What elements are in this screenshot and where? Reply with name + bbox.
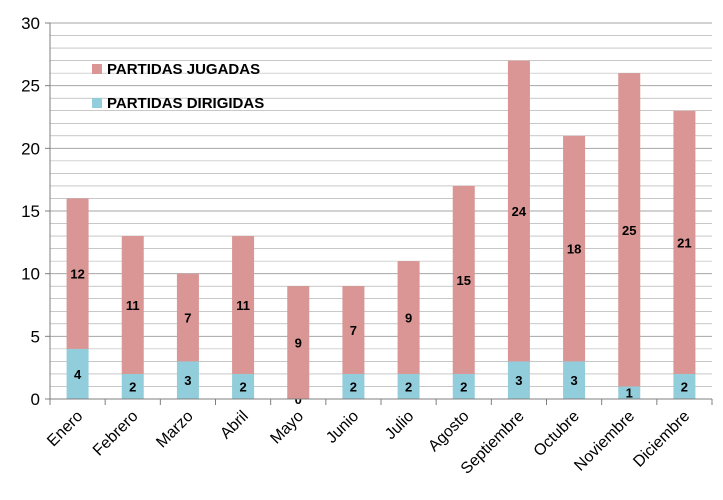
- y-tick-label: 30: [21, 14, 40, 33]
- y-tick-label: 5: [31, 327, 40, 346]
- x-category-label: Abril: [217, 408, 252, 443]
- data-label: 2: [239, 379, 246, 394]
- data-label: 15: [457, 273, 471, 288]
- data-label: 21: [677, 235, 691, 250]
- bar-segment-partidas-dirigidas: [176, 361, 199, 399]
- x-category-label: Agosto: [425, 408, 472, 455]
- bar-segment-partidas-dirigidas: [66, 348, 89, 399]
- data-label: 2: [405, 379, 412, 394]
- bar-segment-partidas-jugadas: [452, 185, 475, 374]
- bar-segment-partidas-jugadas: [673, 110, 696, 374]
- legend-swatch: [92, 64, 102, 74]
- data-label: 3: [515, 373, 522, 388]
- y-tick-label: 25: [21, 77, 40, 96]
- x-category-label: Mayo: [267, 408, 307, 448]
- bars: 41221137211092729215324318125221: [66, 60, 696, 407]
- bar-segment-partidas-jugadas: [618, 73, 641, 387]
- data-label: 9: [295, 336, 302, 351]
- y-tick-label: 10: [21, 265, 40, 284]
- data-label: 3: [184, 373, 191, 388]
- bar-segment-partidas-jugadas: [507, 60, 530, 362]
- data-label: 4: [74, 367, 82, 382]
- x-category-label: Febrero: [90, 408, 142, 460]
- bar-segment-partidas-dirigidas: [232, 373, 255, 399]
- y-tick-label: 15: [21, 202, 40, 221]
- data-label: 3: [570, 373, 577, 388]
- bar-segment-partidas-dirigidas: [673, 373, 696, 399]
- legend-swatch: [92, 98, 102, 108]
- data-label: 2: [129, 379, 136, 394]
- legend: PARTIDAS JUGADAS PARTIDAS DIRIGIDAS: [92, 61, 264, 112]
- bar-segment-partidas-dirigidas: [397, 373, 420, 399]
- x-axis: Enero Febrero Marzo Abril Mayo Junio Julio Agos…: [44, 398, 713, 478]
- data-label: 1: [626, 386, 633, 401]
- y-axis: 0 5 10 15 20 25 30: [21, 14, 51, 409]
- bar-segment-partidas-jugadas: [121, 236, 144, 374]
- data-label: 24: [512, 204, 527, 219]
- y-tick-label: 0: [31, 390, 40, 409]
- bar-segment-partidas-dirigidas: [618, 386, 641, 399]
- data-label: 11: [236, 298, 250, 313]
- gridlines: [50, 22, 712, 387]
- data-label: 2: [460, 379, 467, 394]
- bar-segment-partidas-dirigidas: [507, 361, 530, 399]
- data-label: 11: [126, 298, 140, 313]
- bar-segment-partidas-dirigidas: [563, 361, 586, 399]
- bar-segment-partidas-jugadas: [66, 198, 89, 349]
- bar-segment-partidas-dirigidas: [342, 373, 365, 399]
- data-label: 25: [622, 223, 636, 238]
- y-tick-label: 20: [21, 139, 40, 158]
- bar-segment-partidas-dirigidas: [121, 373, 144, 399]
- x-category-label: Junio: [323, 408, 362, 447]
- data-label: 18: [567, 242, 581, 257]
- bar-segment-partidas-jugadas: [397, 261, 420, 374]
- bar-segment-partidas-dirigidas: [452, 373, 475, 399]
- data-label: 2: [681, 379, 688, 394]
- x-category-label: Diciembre: [630, 408, 693, 471]
- bar-segment-partidas-jugadas: [232, 236, 255, 374]
- bar-segment-partidas-jugadas: [563, 135, 586, 362]
- bar-segment-partidas-jugadas: [342, 286, 365, 374]
- bar-segment-partidas-jugadas: [287, 286, 310, 399]
- data-label: 9: [405, 311, 412, 326]
- data-label: 2: [350, 379, 357, 394]
- x-category-label: Noviembre: [571, 408, 638, 475]
- data-label: 7: [350, 323, 357, 338]
- x-category-label: Enero: [44, 408, 86, 450]
- x-category-label: Marzo: [153, 408, 197, 452]
- bar-segment-partidas-jugadas: [176, 273, 199, 362]
- data-label: 7: [184, 311, 191, 326]
- legend-label: PARTIDAS JUGADAS: [107, 61, 260, 78]
- x-category-label: Julio: [382, 408, 417, 443]
- legend-label: PARTIDAS DIRIGIDAS: [107, 95, 264, 112]
- data-label: 12: [70, 267, 84, 282]
- x-category-label: Octubre: [531, 408, 583, 460]
